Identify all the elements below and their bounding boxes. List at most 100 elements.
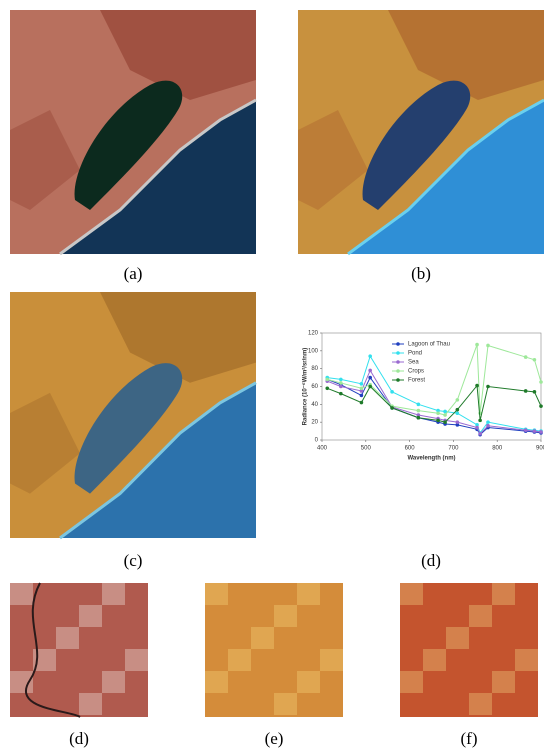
- crop-patch: [515, 649, 538, 671]
- data-point: [523, 428, 528, 432]
- land-patch: [388, 10, 544, 100]
- caption: (b): [411, 264, 431, 283]
- data-point: [339, 377, 343, 382]
- data-point: [539, 404, 543, 408]
- data-point: [339, 384, 343, 389]
- crop-patch: [400, 583, 423, 605]
- image-crop: [205, 583, 343, 717]
- data-point: [532, 357, 537, 362]
- data-point: [455, 423, 460, 427]
- data-point: [359, 382, 364, 386]
- caption: (d): [69, 729, 89, 748]
- satellite-image: [298, 10, 544, 256]
- legend-label: Lagoon of Thau: [408, 342, 450, 348]
- data-point: [443, 413, 447, 417]
- x-tick-label: 600: [405, 446, 416, 452]
- y-tick-label: 100: [308, 348, 319, 354]
- data-point: [455, 411, 460, 416]
- lagoon: [74, 363, 183, 494]
- data-point: [368, 354, 372, 358]
- lagoon: [362, 80, 471, 210]
- crop-patch: [125, 649, 148, 671]
- crop-patch: [274, 693, 297, 715]
- crop-patch: [469, 693, 492, 715]
- land-patch: [100, 292, 256, 383]
- crop-patch: [297, 583, 320, 605]
- data-point: [416, 402, 421, 407]
- land-patch: [10, 392, 80, 494]
- crop-patch: [492, 671, 515, 693]
- data-point: [475, 425, 479, 430]
- image-crop: [10, 582, 148, 718]
- crop-patch: [423, 649, 446, 671]
- y-tick-label: 80: [311, 366, 318, 372]
- data-point: [539, 430, 543, 434]
- image-crop: [400, 583, 538, 717]
- x-tick-label: 800: [492, 446, 503, 452]
- data-point: [475, 423, 479, 427]
- sea: [60, 382, 256, 538]
- crop-patch: [56, 627, 79, 649]
- data-point: [478, 431, 482, 436]
- data-point: [368, 368, 372, 373]
- legend-marker: [396, 360, 400, 364]
- data-point: [436, 408, 440, 413]
- sea: [60, 100, 256, 254]
- x-tick-label: 500: [361, 446, 372, 452]
- crop-patch: [469, 605, 492, 627]
- crop-patch: [79, 693, 102, 715]
- data-point: [455, 398, 460, 402]
- river: [25, 582, 81, 718]
- crop-patch: [10, 583, 33, 605]
- crop-patch: [251, 627, 274, 649]
- lagoon: [74, 80, 183, 210]
- data-point: [416, 408, 421, 413]
- x-axis-label: Wavelength (nm): [407, 456, 455, 462]
- data-point: [368, 384, 372, 389]
- crop-patch: [205, 671, 228, 693]
- data-point: [478, 418, 482, 423]
- sea: [348, 100, 544, 254]
- data-point: [532, 429, 537, 433]
- crop-patch: [205, 583, 228, 605]
- y-tick-label: 0: [315, 438, 319, 444]
- caption: (f): [461, 729, 478, 748]
- data-point: [339, 381, 343, 385]
- crop-patch: [102, 671, 125, 693]
- crop-patch: [492, 583, 515, 605]
- data-point: [532, 390, 537, 394]
- coast: [59, 381, 257, 540]
- data-point: [390, 390, 394, 394]
- crop-patch: [320, 649, 343, 671]
- data-point: [359, 393, 364, 398]
- coast: [347, 98, 544, 256]
- data-point: [486, 343, 490, 348]
- x-tick-label: 700: [448, 446, 459, 452]
- data-point: [390, 406, 394, 410]
- data-point: [339, 391, 343, 396]
- data-point: [523, 389, 528, 393]
- data-point: [486, 384, 490, 389]
- data-point: [436, 418, 440, 423]
- satellite-image: [10, 292, 257, 540]
- legend-marker: [396, 378, 400, 382]
- caption: (d): [421, 551, 441, 570]
- y-tick-label: 20: [311, 420, 318, 426]
- data-point: [359, 389, 364, 393]
- satellite-image: [10, 10, 257, 256]
- data-point: [455, 407, 460, 412]
- data-point: [486, 423, 490, 428]
- data-point: [539, 380, 543, 384]
- data-point: [486, 420, 490, 424]
- caption: (a): [124, 264, 143, 283]
- crop-patch: [228, 649, 251, 671]
- y-tick-label: 120: [308, 331, 319, 337]
- x-tick-label: 900: [536, 446, 544, 452]
- x-tick-label: 400: [317, 446, 328, 452]
- crop-patch: [297, 671, 320, 693]
- legend-marker: [396, 351, 400, 355]
- land-patch: [298, 110, 368, 210]
- legend-marker: [396, 369, 400, 373]
